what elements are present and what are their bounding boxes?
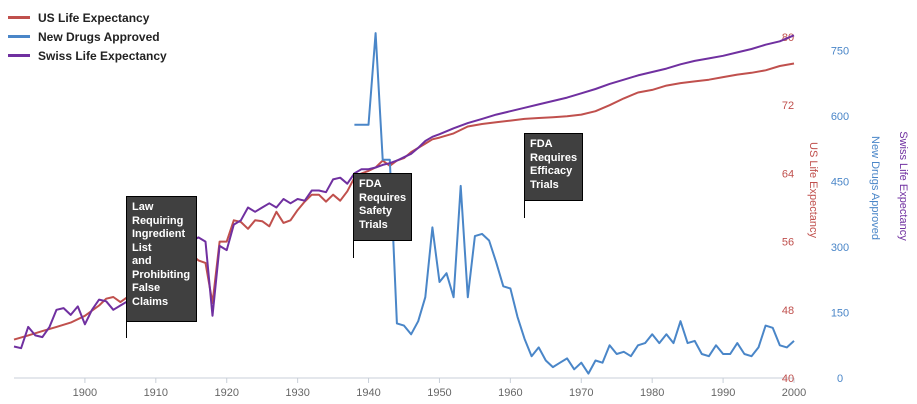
annotation-1-line: Prohibiting [132,268,191,281]
us-axis-tick-label: 56 [782,237,794,249]
x-tick-label: 1950 [427,387,451,399]
us-axis-tick-label: 40 [782,373,794,385]
x-tick-label: 1940 [356,387,380,399]
x-tick-label: 1900 [73,387,97,399]
annotation-3-line: Trials [530,178,559,191]
drugs-axis-tick-label: 750 [831,46,849,58]
swiss-axis-title: Swiss Life Expectancy [897,131,909,241]
x-tick-label: 1960 [498,387,522,399]
x-tick-label: 1930 [285,387,309,399]
annotation-efficacy-trials[interactable]: FDA Requires Efficacy Trials [524,133,583,201]
new-drugs-approved-line [354,32,795,375]
legend-swatch-drugs [8,35,30,38]
annotation-2-line: Trials [359,218,388,231]
legend-item-us[interactable]: US Life Expectancy [8,8,167,27]
drugs-axis-tick-label: 0 [837,373,843,385]
x-tick-label: 1920 [214,387,238,399]
annotation-1-line: False [132,282,161,294]
annotation-3-line: FDA [530,138,553,150]
x-tick-label: 1910 [144,387,168,399]
annotation-ingredient-law[interactable]: Law Requiring Ingredient List and Prohib… [126,196,197,322]
x-tick-label: 2000 [782,387,806,399]
legend-label-swiss: Swiss Life Expectancy [38,48,167,63]
drugs-axis-title: New Drugs Approved [869,136,881,240]
annotation-2-line: Safety [359,205,393,217]
annotation-1-line: Requiring [132,214,184,227]
x-tick-label: 1980 [640,387,664,399]
annotation-2-line: FDA [359,178,382,190]
legend-swatch-us [8,16,30,19]
annotation-1-line: List [132,241,152,254]
us-axis-tick-label: 48 [782,305,794,317]
annotation-2-line: Requires [359,191,407,204]
x-tick-label: 1990 [711,387,735,399]
us-axis-tick-label: 64 [782,168,794,180]
legend-item-swiss[interactable]: Swiss Life Expectancy [8,46,167,65]
swiss-life-expectancy-line [13,34,795,350]
annotation-1-line: Law [132,201,154,213]
annotation-safety-trials[interactable]: FDA Requires Safety Trials [353,173,412,241]
annotation-1-line: and [132,255,152,267]
drugs-axis-tick-label: 600 [831,111,849,123]
legend-label-us: US Life Expectancy [38,10,150,25]
us-axis-title: US Life Expectancy [807,142,819,238]
us-axis-tick-label: 72 [782,100,794,112]
legend-swatch-swiss [8,54,30,57]
x-tick-label: 1970 [569,387,593,399]
drugs-axis-tick-label: 300 [831,242,849,254]
annotation-3-line: Requires [530,151,578,164]
legend: US Life Expectancy New Drugs Approved Sw… [8,8,167,65]
annotation-1-line: Claims [132,295,169,308]
drugs-axis-tick-label: 450 [831,177,849,189]
drugs-axis-tick-label: 150 [831,308,849,320]
legend-label-drugs: New Drugs Approved [38,29,160,44]
legend-item-drugs[interactable]: New Drugs Approved [8,27,167,46]
annotation-3-line: Efficacy [530,165,573,177]
annotation-1-line: Ingredient [132,228,186,240]
